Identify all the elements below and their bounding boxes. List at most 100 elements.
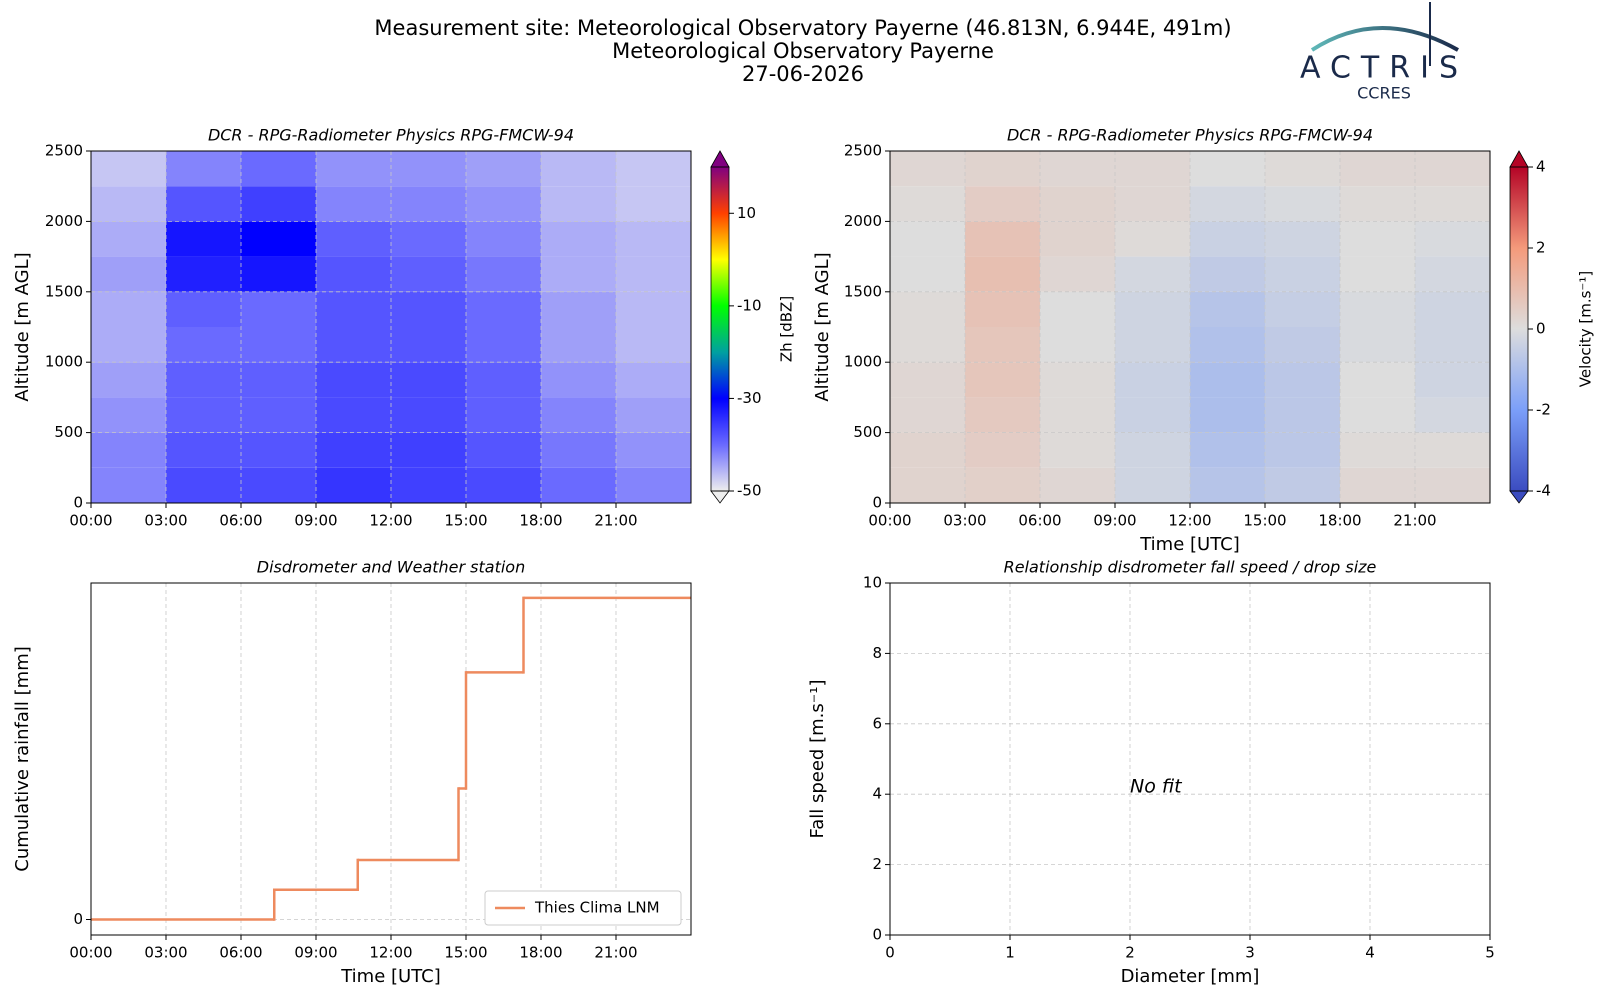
heatmap-cell: [965, 327, 1040, 363]
x-tick-label: 21:00: [594, 512, 637, 530]
heatmap-cell: [616, 432, 691, 468]
heatmap-cell: [241, 291, 316, 327]
colorbar-tick-label: 0: [1536, 320, 1546, 338]
y-tick-label: 8: [872, 644, 882, 662]
heatmap-cell: [1115, 397, 1190, 433]
colorbar-tick-label: -30: [737, 389, 762, 407]
x-tick-label: 03:00: [943, 512, 986, 530]
y-tick-label: 2000: [45, 212, 83, 230]
y-tick-label: 2: [872, 855, 882, 873]
heatmap-cell: [166, 291, 241, 327]
y-axis-label: Cumulative rainfall [mm]: [12, 646, 33, 872]
y-tick-label: 2500: [45, 142, 83, 160]
x-tick-label: 18:00: [519, 944, 562, 962]
heatmap-cell: [1190, 186, 1265, 222]
heatmap-cell: [1040, 291, 1115, 327]
x-tick-label: 3: [1245, 944, 1255, 962]
x-tick-label: 15:00: [1243, 512, 1286, 530]
heatmap-cell: [965, 467, 1040, 503]
heatmap-cell: [466, 397, 541, 433]
heatmap-cell: [391, 256, 466, 292]
heatmap-cell: [616, 151, 691, 187]
x-tick-label: 21:00: [594, 944, 637, 962]
y-tick-label: 4: [872, 785, 882, 803]
x-tick-label: 15:00: [444, 944, 487, 962]
colorbar-frame: [710, 166, 730, 492]
heatmap-cell: [1265, 362, 1340, 398]
heatmap-cell: [1115, 432, 1190, 468]
legend-label: Thies Clima LNM: [534, 899, 660, 917]
heatmap-cell: [1115, 221, 1190, 257]
heatmap-cell: [1265, 256, 1340, 292]
colorbar-tick-label: -4: [1536, 482, 1551, 500]
header-date: 27-06-2026: [742, 62, 864, 86]
heatmap-cell: [1190, 467, 1265, 503]
y-axis-label: Altitude [m AGL]: [812, 252, 833, 401]
heatmap-cell: [1265, 151, 1340, 187]
heatmap-cell: [616, 362, 691, 398]
colorbar: [711, 167, 729, 491]
heatmap-cell: [391, 327, 466, 363]
x-tick-label: 1: [1005, 944, 1015, 962]
x-tick-label: 18:00: [1318, 512, 1361, 530]
heatmap-cell: [1190, 327, 1265, 363]
heatmap-cell: [616, 256, 691, 292]
heatmap-cell: [466, 327, 541, 363]
heatmap-cell: [316, 397, 391, 433]
y-tick-label: 10: [863, 574, 882, 592]
heatmap-cell: [316, 151, 391, 187]
heatmap-cell: [466, 221, 541, 257]
x-tick-label: 03:00: [144, 944, 187, 962]
heatmap-cell: [616, 467, 691, 503]
x-tick-label: 12:00: [1168, 512, 1211, 530]
heatmap-cell: [616, 327, 691, 363]
heatmap-cell: [890, 327, 965, 363]
logo-subtitle: CCRES: [1357, 84, 1411, 103]
heatmap-cell: [541, 362, 616, 398]
heatmap-cell: [965, 256, 1040, 292]
heatmap-cell: [466, 256, 541, 292]
heatmap-cell: [616, 221, 691, 257]
colorbar-tick-label: -50: [737, 482, 762, 500]
heatmap-cell: [166, 256, 241, 292]
axes-title: Disdrometer and Weather station: [257, 558, 525, 577]
x-tick-label: 0: [885, 944, 895, 962]
y-tick-label: 1000: [844, 353, 882, 371]
x-tick-label: 2: [1125, 944, 1135, 962]
heatmap-cell: [1190, 151, 1265, 187]
heatmap-cell: [1115, 151, 1190, 187]
heatmap-cell: [1340, 291, 1415, 327]
heatmap-cell: [391, 397, 466, 433]
heatmap-cell: [316, 362, 391, 398]
x-tick-label: 00:00: [868, 512, 911, 530]
heatmap-cell: [1190, 291, 1265, 327]
x-tick-label: 00:00: [69, 944, 112, 962]
colorbar-extend-bottom: [1509, 490, 1529, 504]
x-tick-label: 12:00: [369, 944, 412, 962]
axes-frame: [889, 582, 1491, 936]
y-tick-label: 0: [73, 494, 83, 512]
heatmap-cell: [965, 397, 1040, 433]
heatmap-cell: [541, 186, 616, 222]
heatmap-cell: [965, 186, 1040, 222]
heatmap-cell: [91, 151, 166, 187]
y-tick-label: 1500: [844, 282, 882, 300]
heatmap-cell: [965, 291, 1040, 327]
heatmap-cell: [890, 256, 965, 292]
heatmap-cell: [241, 186, 316, 222]
heatmap-cell: [1040, 362, 1115, 398]
annotation: No fit: [1130, 776, 1183, 798]
y-tick-label: 500: [853, 423, 882, 441]
heatmap-cell: [1340, 362, 1415, 398]
colorbar-label: Velocity [m.s⁻¹]: [1577, 271, 1595, 387]
heatmap-cell: [1040, 467, 1115, 503]
y-axis-label: Fall speed [m.s⁻¹]: [807, 680, 828, 839]
heatmap-cell: [1115, 256, 1190, 292]
heatmap-cell: [91, 397, 166, 433]
heatmap-cell: [1415, 432, 1490, 468]
heatmap-cell: [166, 327, 241, 363]
heatmap-cell: [541, 432, 616, 468]
y-tick-label: 6: [872, 714, 882, 732]
heatmap-cell: [1040, 221, 1115, 257]
heatmap-cell: [391, 432, 466, 468]
